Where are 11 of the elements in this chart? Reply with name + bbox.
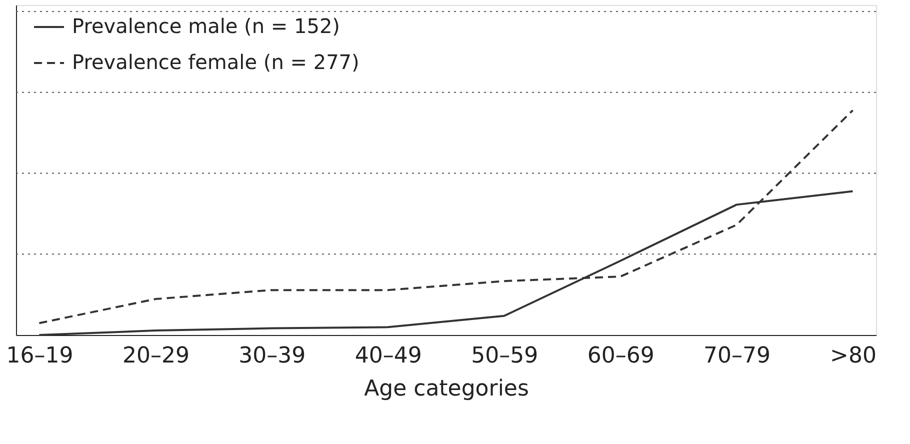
x-tick-label: 70–79 — [704, 344, 771, 368]
legend-label: Prevalence male (n = 152) — [72, 14, 340, 38]
x-tick-label: 50–59 — [471, 344, 538, 368]
x-axis-title: Age categories — [364, 376, 529, 402]
x-tick-label: 30–39 — [238, 344, 306, 368]
legend-label: Prevalence female (n = 277) — [72, 50, 360, 74]
x-tick-label: 40–49 — [354, 344, 422, 368]
x-tick-label: 60–69 — [587, 344, 654, 368]
x-tick-label: 16–19 — [6, 344, 74, 368]
x-tick-label: >80 — [830, 344, 876, 368]
x-tick-label: 20–29 — [122, 344, 190, 368]
